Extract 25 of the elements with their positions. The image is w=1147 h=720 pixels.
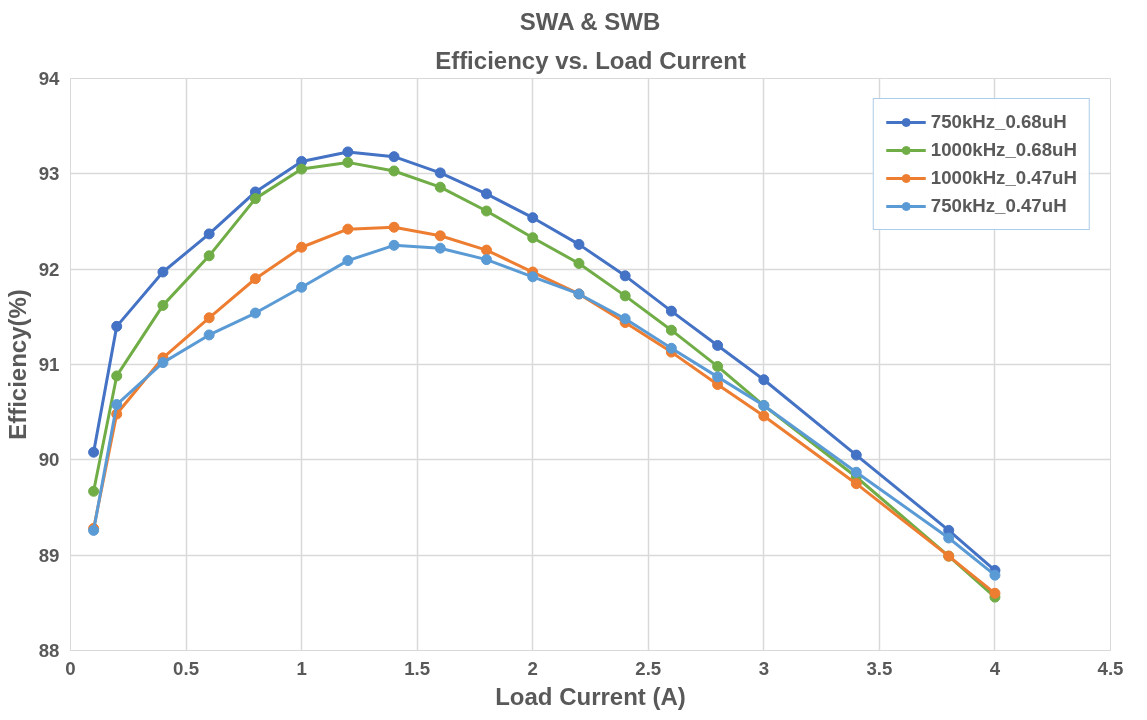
y-tick-label: 93 [38,163,60,185]
legend-label: 1000kHz_0.47uH [930,167,1077,189]
x-tick-label: 3.5 [866,657,893,679]
y-tick-label: 88 [38,640,60,661]
y-axis-title: Efficiency(%) [3,289,31,440]
legend-label: 750kHz_0.47uH [930,195,1067,217]
x-tick-label: 1.5 [404,657,431,679]
y-tick-label: 94 [38,68,61,89]
legend-label: 1000kHz_0.68uH [930,139,1077,161]
x-tick-label: 2.5 [635,657,662,679]
y-tick-label: 90 [38,449,60,471]
y-tick-label: 91 [38,354,60,375]
x-tick-label: 0 [65,657,76,679]
x-tick-label: 3 [758,657,770,679]
chart-title: SWA & SWB [519,7,661,35]
x-tick-label: 1 [296,657,307,679]
y-tick-label: 92 [38,258,60,280]
x-tick-label: 4 [989,657,1001,679]
x-tick-label: 0.5 [173,657,200,679]
chart-subtitle: Efficiency vs. Load Current [435,46,746,74]
x-tick-label: 4.5 [1097,657,1124,679]
x-axis-title: Load Current (A) [495,682,686,710]
legend-label: 750kHz_0.68uH [930,111,1067,133]
x-tick-label: 2 [527,657,538,679]
y-tick-label: 89 [38,544,60,566]
